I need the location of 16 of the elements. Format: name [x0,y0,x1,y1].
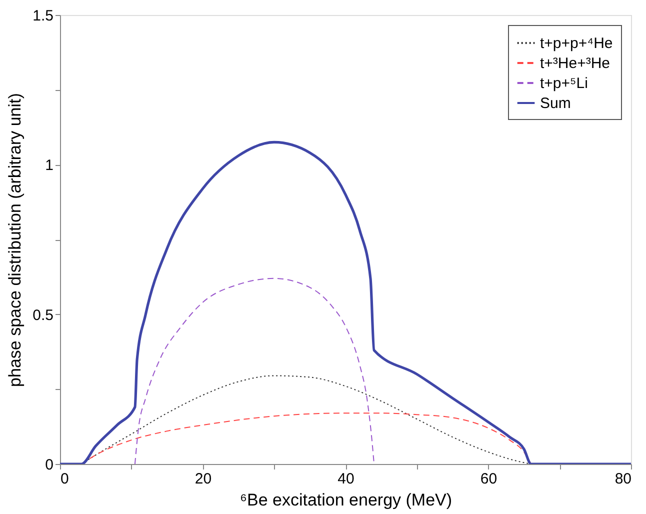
x-tick-label: 20 [194,470,212,488]
legend-label: t+³He+³He [540,55,610,72]
x-tick-label: 80 [614,470,632,488]
x-tick-label: 40 [338,470,354,488]
y-tick-label: 1.5 [32,8,54,24]
x-axis-title: ⁶Be excitation energy (MeV) [240,490,452,510]
legend-label: Sum [540,95,571,112]
y-axis-title: phase space distribution (arbitrary unit) [6,93,25,387]
y-tick-label: 0 [45,456,54,474]
y-tick-label: 1 [45,157,54,174]
line-series [134,278,375,464]
x-tick-label: 0 [60,470,69,488]
y-tick-label: 0.5 [32,306,54,324]
legend-label: t+p+⁵Li [540,75,588,92]
x-tick-label: 60 [480,470,498,488]
legend-label: t+p+p+⁴He [540,35,613,52]
